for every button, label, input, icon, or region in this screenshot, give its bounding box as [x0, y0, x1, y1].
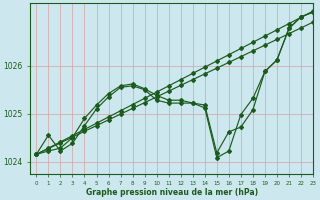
X-axis label: Graphe pression niveau de la mer (hPa): Graphe pression niveau de la mer (hPa) — [86, 188, 258, 197]
